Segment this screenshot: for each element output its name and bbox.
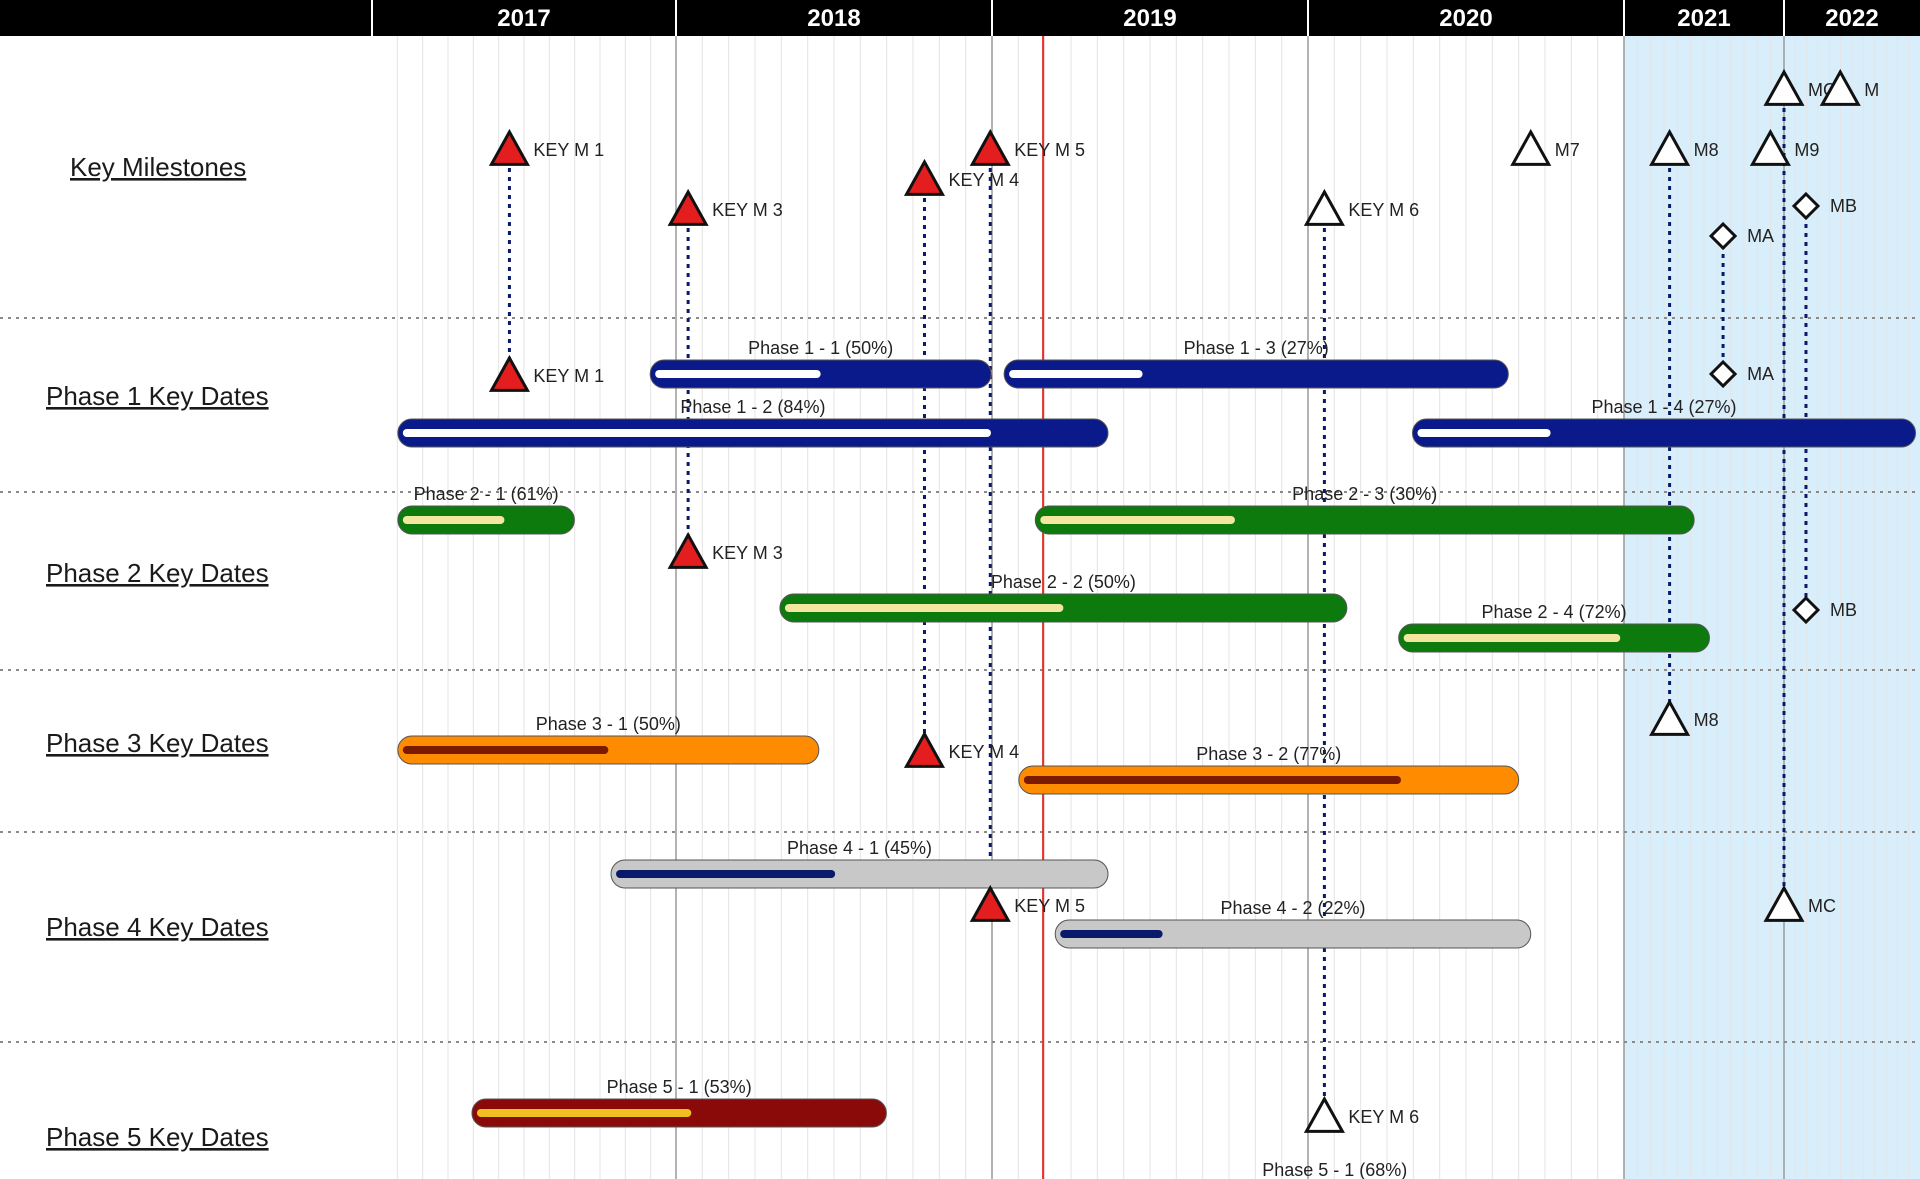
milestone-marker bbox=[1708, 221, 1738, 251]
year-label: 2021 bbox=[1677, 5, 1730, 32]
milestone-marker bbox=[1510, 128, 1552, 166]
milestone-label: KEY M 1 bbox=[533, 140, 604, 160]
row-labels: Key Milestones Phase 1 Key Dates Phase 2 K… bbox=[46, 152, 269, 1152]
task-progress bbox=[402, 746, 609, 754]
task-label: Phase 3 - 2 (77%) bbox=[1196, 744, 1341, 764]
task-label: Phase 1 - 1 (50%) bbox=[748, 338, 893, 358]
task-label: Phase 5 - 1 (68%) bbox=[1262, 1160, 1407, 1179]
milestone-marker bbox=[903, 730, 946, 768]
milestone-label: M8 bbox=[1694, 140, 1719, 160]
milestone-label: MB bbox=[1830, 196, 1857, 216]
milestone-connectors bbox=[507, 90, 1808, 1117]
row-label-milestones: Key Milestones bbox=[70, 152, 246, 182]
milestone-marker bbox=[1791, 595, 1821, 625]
task-bar bbox=[1411, 418, 1917, 448]
task-label: Phase 2 - 3 (30%) bbox=[1292, 484, 1437, 504]
milestone-marker bbox=[667, 188, 709, 226]
year-label: 2020 bbox=[1439, 5, 1492, 32]
task-progress bbox=[402, 516, 505, 524]
task-label: Phase 3 - 1 (50%) bbox=[536, 714, 681, 734]
milestone-label: KEY M 4 bbox=[948, 170, 1019, 190]
background-layer bbox=[1624, 36, 1920, 1179]
forecast-shading bbox=[1624, 36, 1920, 1179]
row-label-phase5: Phase 5 Key Dates bbox=[46, 1122, 269, 1152]
milestone-label: MA bbox=[1747, 226, 1774, 246]
task-label: Phase 4 - 2 (22%) bbox=[1220, 898, 1365, 918]
milestone-label: MB bbox=[1830, 600, 1857, 620]
task-progress bbox=[616, 870, 836, 878]
milestones-layer: KEY M 1 KEY M 3 KEY M 4 KEY M 5 KEY M 6 M7 M8 M… bbox=[488, 68, 1879, 1133]
task-bar bbox=[1054, 919, 1532, 949]
milestone-label: KEY M 5 bbox=[1014, 140, 1085, 160]
task-progress bbox=[1040, 516, 1235, 524]
milestone-marker bbox=[969, 128, 1011, 166]
year-label: 2017 bbox=[497, 5, 550, 32]
task-bar bbox=[1003, 359, 1509, 389]
milestone-marker bbox=[1819, 68, 1861, 106]
milestone-label: M bbox=[1864, 80, 1879, 100]
milestone-marker bbox=[1763, 68, 1805, 106]
header-bar bbox=[0, 0, 1920, 36]
milestone-marker bbox=[1649, 128, 1691, 166]
row-label-phase2: Phase 2 Key Dates bbox=[46, 558, 269, 588]
milestone-marker bbox=[1708, 359, 1738, 389]
milestone-label: M7 bbox=[1555, 140, 1580, 160]
task-progress bbox=[1023, 776, 1402, 784]
milestone-label: KEY M 6 bbox=[1348, 1107, 1419, 1127]
milestone-label: KEY M 1 bbox=[533, 366, 604, 386]
task-label: Phase 5 - 1 (53%) bbox=[607, 1077, 752, 1097]
milestone-marker bbox=[1303, 188, 1345, 226]
task-progress bbox=[1403, 634, 1621, 642]
milestone-marker bbox=[667, 531, 709, 569]
milestone-label: M8 bbox=[1694, 710, 1719, 730]
milestone-marker bbox=[1303, 1095, 1345, 1133]
task-progress bbox=[784, 604, 1064, 612]
task-bars: Phase 1 - 1 (50%) Phase 1 - 2 (84%) Phase … bbox=[397, 338, 1917, 1179]
task-progress bbox=[1009, 370, 1143, 378]
task-progress bbox=[476, 1109, 692, 1117]
milestone-marker bbox=[969, 884, 1011, 922]
task-label: Phase 1 - 2 (84%) bbox=[680, 397, 825, 417]
task-bar bbox=[1034, 505, 1695, 535]
year-label: 2019 bbox=[1123, 5, 1176, 32]
task-label: Phase 2 - 4 (72%) bbox=[1482, 602, 1627, 622]
milestone-label: M9 bbox=[1794, 140, 1819, 160]
milestone-marker bbox=[1791, 191, 1821, 221]
row-label-phase3: Phase 3 Key Dates bbox=[46, 728, 269, 758]
year-label: 2018 bbox=[807, 5, 860, 32]
year-header: 2017 2018 2019 2020 2021 2022 bbox=[0, 0, 1920, 36]
milestone-marker bbox=[1763, 884, 1805, 922]
task-progress bbox=[1060, 930, 1163, 938]
milestone-marker bbox=[488, 354, 530, 392]
task-label: Phase 2 - 1 (61%) bbox=[414, 484, 559, 504]
row-label-phase4: Phase 4 Key Dates bbox=[46, 912, 269, 942]
milestone-label: KEY M 3 bbox=[712, 200, 783, 220]
milestone-label: MC bbox=[1808, 896, 1836, 916]
row-label-phase1: Phase 1 Key Dates bbox=[46, 381, 269, 411]
task-label: Phase 4 - 1 (45%) bbox=[787, 838, 932, 858]
milestone-label: KEY M 5 bbox=[1014, 896, 1085, 916]
task-progress bbox=[402, 429, 991, 437]
task-label: Phase 1 - 4 (27%) bbox=[1591, 397, 1736, 417]
milestone-label: MA bbox=[1747, 364, 1774, 384]
task-progress bbox=[1417, 429, 1551, 437]
milestone-marker bbox=[903, 158, 946, 196]
milestone-marker bbox=[1749, 128, 1791, 166]
milestone-label: KEY M 4 bbox=[948, 742, 1019, 762]
milestone-marker bbox=[1649, 698, 1691, 736]
task-bar bbox=[610, 859, 1109, 889]
task-label: Phase 1 - 3 (27%) bbox=[1184, 338, 1329, 358]
task-progress bbox=[655, 370, 821, 378]
year-label: 2022 bbox=[1825, 5, 1878, 32]
milestone-label: KEY M 3 bbox=[712, 543, 783, 563]
milestone-label: KEY M 6 bbox=[1348, 200, 1419, 220]
task-label: Phase 2 - 2 (50%) bbox=[991, 572, 1136, 592]
milestone-marker bbox=[488, 128, 530, 166]
